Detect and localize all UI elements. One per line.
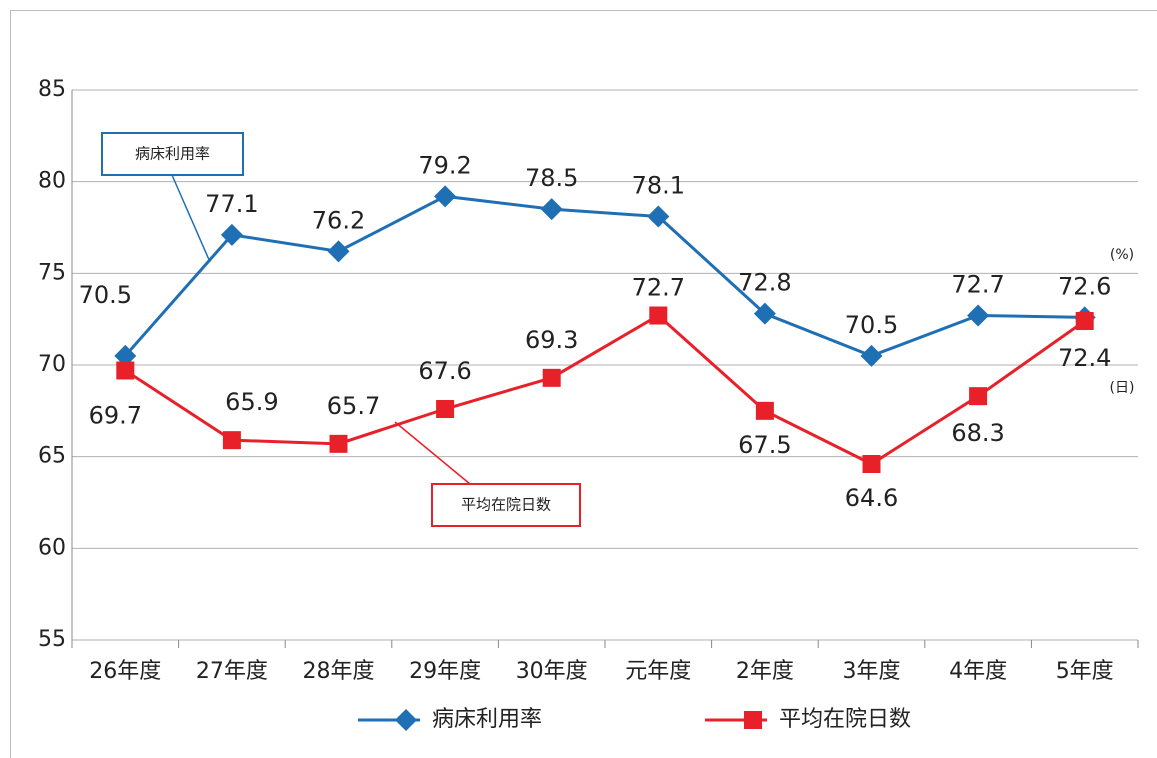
marker <box>434 185 457 208</box>
y-tick-label: 65 <box>38 444 66 469</box>
data-label: 72.6 <box>1058 272 1111 300</box>
marker <box>755 401 774 420</box>
marker <box>649 306 668 325</box>
unit-label: (%) <box>1110 247 1134 263</box>
y-tick-label: 80 <box>38 169 66 194</box>
callout-box <box>101 132 244 176</box>
marker <box>116 361 135 380</box>
marker <box>647 205 670 228</box>
marker <box>222 431 241 450</box>
legend-label: 平均在院日数 <box>779 707 911 732</box>
series-line <box>124 194 1085 358</box>
x-tick-label: 28年度 <box>303 659 375 684</box>
marker <box>1075 312 1094 330</box>
y-tick-label: 70 <box>38 352 66 377</box>
legend-marker <box>744 711 762 729</box>
data-label: 72.7 <box>632 274 685 302</box>
frame <box>10 10 1157 758</box>
data-label: 72.7 <box>951 271 1004 299</box>
marker <box>114 344 137 367</box>
y-tick-label: 55 <box>38 627 66 652</box>
x-tick-label: 26年度 <box>89 659 161 684</box>
y-tick-label: 85 <box>38 77 66 102</box>
data-label: 70.5 <box>845 311 898 339</box>
legend-label: 病床利用率 <box>432 707 542 732</box>
y-tick-label: 75 <box>38 260 66 285</box>
data-label: 76.2 <box>312 206 365 234</box>
marker <box>540 198 563 221</box>
marker <box>967 304 990 327</box>
x-tick-label: 30年度 <box>516 659 588 684</box>
marker <box>220 223 243 246</box>
y-tick-label: 60 <box>38 535 66 560</box>
data-label: 69.3 <box>525 326 578 354</box>
marker <box>860 344 883 367</box>
data-label: 67.6 <box>418 357 471 385</box>
x-tick-label: 元年度 <box>625 659 691 684</box>
data-label: 78.1 <box>632 172 685 200</box>
data-label: 72.8 <box>738 269 791 297</box>
data-label: 65.7 <box>327 392 380 420</box>
data-label: 67.5 <box>738 431 791 459</box>
data-label: 68.3 <box>951 419 1004 447</box>
marker <box>862 455 881 473</box>
x-tick-label: 27年度 <box>196 659 268 684</box>
callout-text: 病床利用率 <box>135 145 210 163</box>
data-label: 69.7 <box>89 402 142 430</box>
x-tick-label: 2年度 <box>736 659 794 684</box>
data-label: 79.2 <box>418 151 471 179</box>
callout-box <box>431 483 581 527</box>
unit-label: (日) <box>1110 380 1135 396</box>
marker <box>436 400 455 418</box>
callout-line <box>171 174 211 263</box>
x-tick-label: 5年度 <box>1056 659 1114 684</box>
data-label: 78.5 <box>525 164 578 192</box>
marker <box>542 368 561 387</box>
x-tick-label: 29年度 <box>409 659 481 684</box>
data-label: 72.4 <box>1058 344 1111 372</box>
data-label: 70.5 <box>79 281 132 309</box>
data-label: 65.9 <box>225 388 278 416</box>
legend-marker <box>395 709 417 731</box>
data-label: 77.1 <box>205 190 258 218</box>
marker <box>329 434 348 453</box>
callout-line <box>394 421 471 485</box>
marker <box>753 302 776 325</box>
callout-text: 平均在院日数 <box>461 496 551 514</box>
x-tick-label: 4年度 <box>949 659 1007 684</box>
x-tick-label: 3年度 <box>843 659 901 684</box>
series-line <box>124 313 1086 466</box>
marker <box>969 387 988 406</box>
data-label: 64.6 <box>845 484 898 512</box>
marker <box>327 240 350 263</box>
